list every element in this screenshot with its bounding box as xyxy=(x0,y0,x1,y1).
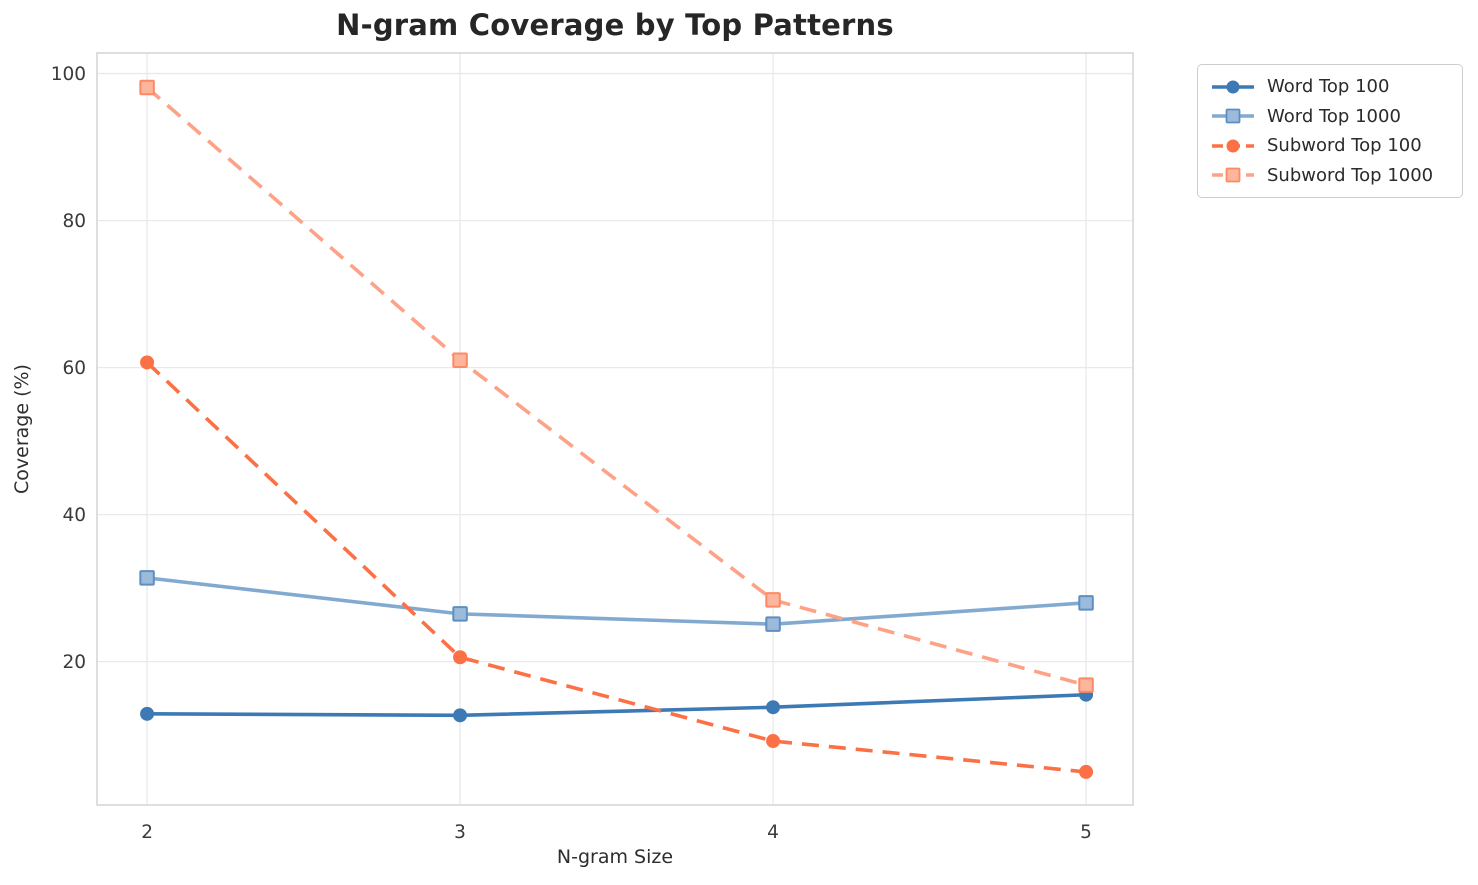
legend-item-subword-top-1000: Subword Top 1000 xyxy=(1210,161,1450,191)
x-axis-label: N-gram Size xyxy=(556,846,674,868)
legend-label: Word Top 100 xyxy=(1267,76,1390,98)
legend: Word Top 100 Word Top 1000 Subword Top 1… xyxy=(1197,64,1463,198)
chart-title: N-gram Coverage by Top Patterns xyxy=(336,8,894,42)
y-tick-label: 20 xyxy=(62,652,86,673)
x-tick-label: 2 xyxy=(141,822,153,843)
y-tick-label: 60 xyxy=(62,358,86,379)
legend-line-marker-icon xyxy=(1212,139,1254,153)
legend-line-marker-icon xyxy=(1212,108,1254,124)
legend-item-word-top-1000: Word Top 1000 xyxy=(1210,102,1450,132)
x-tick-label: 3 xyxy=(454,822,466,843)
legend-line-marker-icon xyxy=(1212,167,1254,183)
y-tick-label: 100 xyxy=(51,64,86,85)
x-tick-label: 4 xyxy=(767,822,779,843)
legend-label: Subword Top 1000 xyxy=(1267,164,1434,186)
legend-label: Subword Top 100 xyxy=(1267,135,1422,157)
y-tick-label: 80 xyxy=(62,211,86,232)
legend-label: Word Top 1000 xyxy=(1267,105,1401,127)
y-tick-label: 40 xyxy=(62,505,86,526)
legend-line-marker-icon xyxy=(1212,80,1254,94)
legend-item-subword-top-100: Subword Top 100 xyxy=(1210,131,1450,161)
legend-item-word-top-100: Word Top 100 xyxy=(1210,72,1450,102)
x-tick-label: 5 xyxy=(1080,822,1092,843)
